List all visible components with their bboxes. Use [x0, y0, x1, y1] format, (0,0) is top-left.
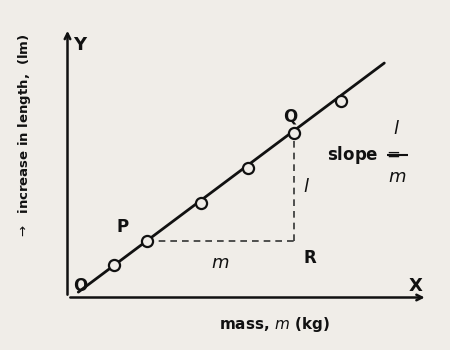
Text: $m$: $m$	[212, 254, 230, 272]
Text: O: O	[73, 277, 87, 295]
Text: Y: Y	[73, 36, 86, 54]
Text: mass, $\it{m}$ (kg): mass, $\it{m}$ (kg)	[219, 315, 330, 334]
Text: slope $=$: slope $=$	[327, 144, 400, 166]
Text: X: X	[408, 277, 422, 295]
Text: Q: Q	[284, 107, 298, 125]
Text: $l$: $l$	[393, 120, 400, 139]
Text: R: R	[303, 249, 316, 267]
Text: P: P	[117, 217, 129, 236]
Text: $\rightarrow$  increase in length,  (lm): $\rightarrow$ increase in length, (lm)	[16, 33, 33, 239]
Text: $l$: $l$	[303, 178, 310, 196]
Text: $m$: $m$	[388, 168, 406, 186]
